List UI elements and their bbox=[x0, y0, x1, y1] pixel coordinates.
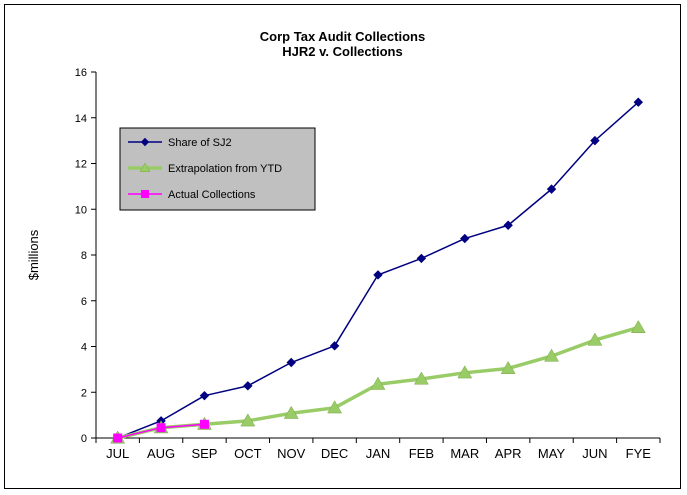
point-extrapolation-from-ytd-feb bbox=[413, 371, 429, 385]
y-tick-label: 2 bbox=[81, 387, 87, 399]
y-tick-label: 16 bbox=[75, 67, 87, 79]
point-share-of-sj2-mar bbox=[460, 233, 470, 244]
y-tick-label: 4 bbox=[81, 342, 87, 354]
chart-title-block: Corp Tax Audit Collections HJR2 v. Colle… bbox=[5, 29, 680, 59]
legend-label-share-of-sj2: Share of SJ2 bbox=[168, 137, 232, 149]
y-tick-label: 8 bbox=[81, 250, 87, 262]
y-tick-label: 6 bbox=[81, 296, 87, 308]
point-share-of-sj2-feb bbox=[416, 253, 427, 264]
point-actual-collections-aug bbox=[156, 423, 166, 433]
point-extrapolation-from-ytd-jan bbox=[370, 376, 386, 390]
point-share-of-sj2-jan bbox=[373, 270, 383, 280]
legend-marker-actual-collections bbox=[141, 190, 149, 198]
point-share-of-sj2-may bbox=[546, 184, 557, 194]
chart-subtitle: HJR2 v. Collections bbox=[282, 44, 403, 59]
point-extrapolation-from-ytd-dec bbox=[327, 400, 343, 414]
x-tick-label-mar: MAR bbox=[450, 446, 479, 461]
point-share-of-sj2-fye bbox=[633, 97, 644, 107]
x-tick-label-dec: DEC bbox=[321, 446, 348, 461]
x-tick-label-jun: JUN bbox=[582, 446, 607, 461]
x-tick-label-nov: NOV bbox=[277, 446, 306, 461]
x-tick-label-jul: JUL bbox=[106, 446, 129, 461]
point-share-of-sj2-apr bbox=[503, 220, 513, 230]
point-actual-collections-jul bbox=[113, 433, 123, 443]
point-extrapolation-from-ytd-fye bbox=[630, 320, 646, 334]
x-tick-label-feb: FEB bbox=[409, 446, 434, 461]
x-tick-label-jan: JAN bbox=[366, 446, 391, 461]
x-tick-label-aug: AUG bbox=[147, 446, 175, 461]
point-extrapolation-from-ytd-nov bbox=[283, 405, 299, 419]
y-tick-label: 0 bbox=[81, 433, 87, 445]
point-extrapolation-from-ytd-oct bbox=[240, 413, 256, 427]
legend-label-actual-collections: Actual Collections bbox=[168, 189, 256, 201]
point-share-of-sj2-sep bbox=[199, 390, 210, 401]
x-tick-label-oct: OCT bbox=[234, 446, 262, 461]
y-tick-label: 14 bbox=[75, 113, 87, 125]
x-tick-label-sep: SEP bbox=[191, 446, 217, 461]
legend-marker-share-of-sj2 bbox=[140, 137, 150, 147]
point-extrapolation-from-ytd-mar bbox=[457, 365, 473, 379]
chart-frame: Corp Tax Audit Collections HJR2 v. Colle… bbox=[4, 4, 681, 489]
point-extrapolation-from-ytd-jun bbox=[587, 332, 603, 346]
x-tick-label-apr: APR bbox=[495, 446, 522, 461]
point-share-of-sj2-dec bbox=[329, 341, 340, 351]
legend-label-extrapolation-from-ytd: Extrapolation from YTD bbox=[168, 163, 282, 175]
y-tick-label: 12 bbox=[75, 159, 87, 171]
point-share-of-sj2-oct bbox=[243, 381, 253, 391]
chart-title: Corp Tax Audit Collections bbox=[259, 29, 426, 44]
point-share-of-sj2-nov bbox=[286, 357, 296, 368]
point-extrapolation-from-ytd-may bbox=[544, 348, 559, 362]
y-tick-label: 10 bbox=[75, 204, 87, 216]
x-tick-label-may: MAY bbox=[538, 446, 566, 461]
point-actual-collections-sep bbox=[199, 419, 209, 429]
legend-marker-extrapolation-from-ytd bbox=[139, 162, 151, 172]
point-share-of-sj2-jun bbox=[590, 135, 600, 146]
point-extrapolation-from-ytd-apr bbox=[500, 360, 516, 374]
x-tick-label-fye: FYE bbox=[626, 446, 652, 461]
y-axis-title: $millions bbox=[26, 229, 41, 280]
